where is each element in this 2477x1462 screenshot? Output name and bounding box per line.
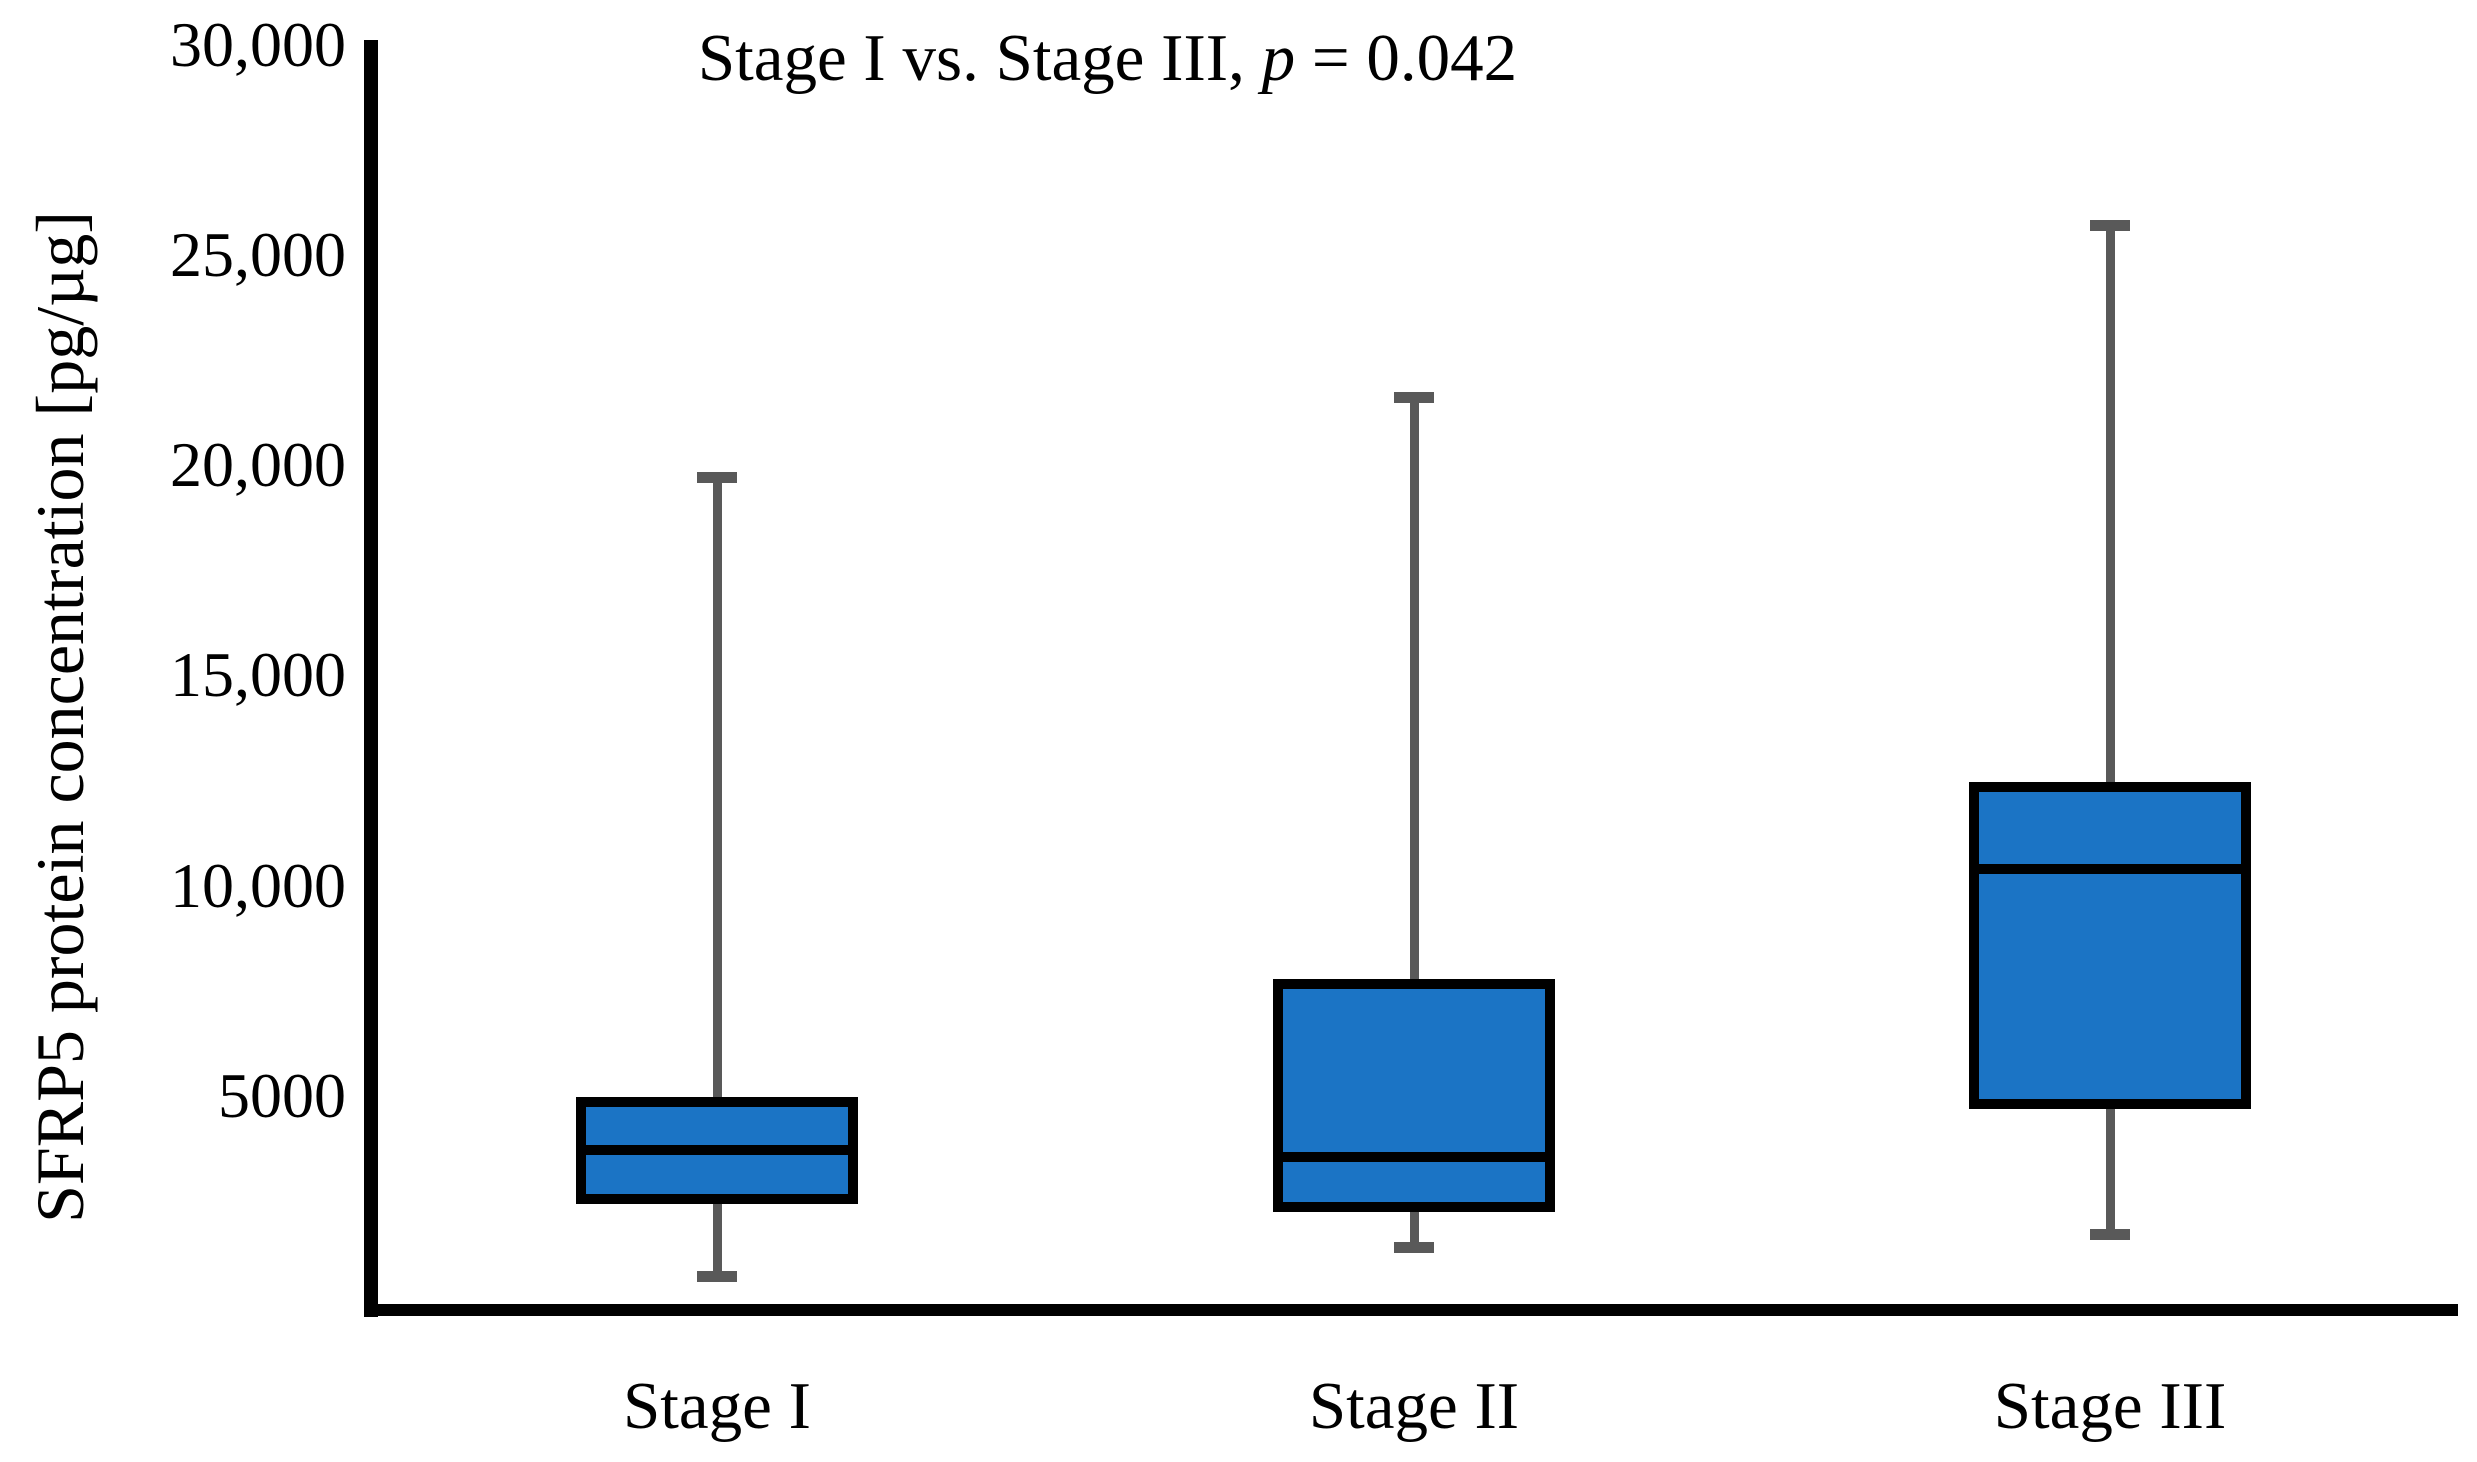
min-whisker-cap xyxy=(1394,1241,1434,1253)
upper-whisker-line xyxy=(712,477,722,1103)
median-line xyxy=(1273,1151,1555,1162)
max-whisker-cap xyxy=(2090,220,2130,232)
x-axis-line xyxy=(364,1304,2458,1316)
upper-whisker-line xyxy=(1409,397,1419,985)
min-whisker-cap xyxy=(2090,1229,2130,1241)
lower-whisker-line xyxy=(1409,1207,1419,1248)
chart-title-text: Stage I vs. Stage III, xyxy=(697,21,1262,95)
chart-title: Stage I vs. Stage III, p = 0.042 xyxy=(640,18,1575,98)
median-line xyxy=(576,1145,858,1156)
iqr-box xyxy=(1273,979,1555,1213)
chart-title-p-symbol: p xyxy=(1261,21,1296,95)
y-tick-label: 30,000 xyxy=(170,8,346,80)
y-axis-title: SFRP5 protein concentration [pg/µg] xyxy=(22,211,98,1223)
lower-whisker-line xyxy=(2105,1104,2115,1235)
chart-title-pvalue: = 0.042 xyxy=(1295,21,1518,95)
y-tick-label: 15,000 xyxy=(170,639,346,711)
max-whisker-cap xyxy=(1394,392,1434,404)
y-tick-label: 20,000 xyxy=(170,429,346,501)
iqr-box xyxy=(1969,781,2251,1110)
min-whisker-cap xyxy=(697,1271,737,1283)
y-tick-label: 25,000 xyxy=(170,219,346,290)
x-category-label: Stage I xyxy=(623,1369,811,1443)
lower-whisker-line xyxy=(712,1198,722,1277)
x-category-label: Stage II xyxy=(1308,1369,1520,1443)
y-tick-label: 10,000 xyxy=(170,849,346,921)
max-whisker-cap xyxy=(697,472,737,484)
y-tick-label: 5000 xyxy=(218,1059,346,1131)
y-axis-line xyxy=(364,40,378,1317)
median-line xyxy=(1969,863,2251,874)
upper-whisker-line xyxy=(2105,225,2115,787)
x-category-label: Stage III xyxy=(1993,1369,2227,1443)
